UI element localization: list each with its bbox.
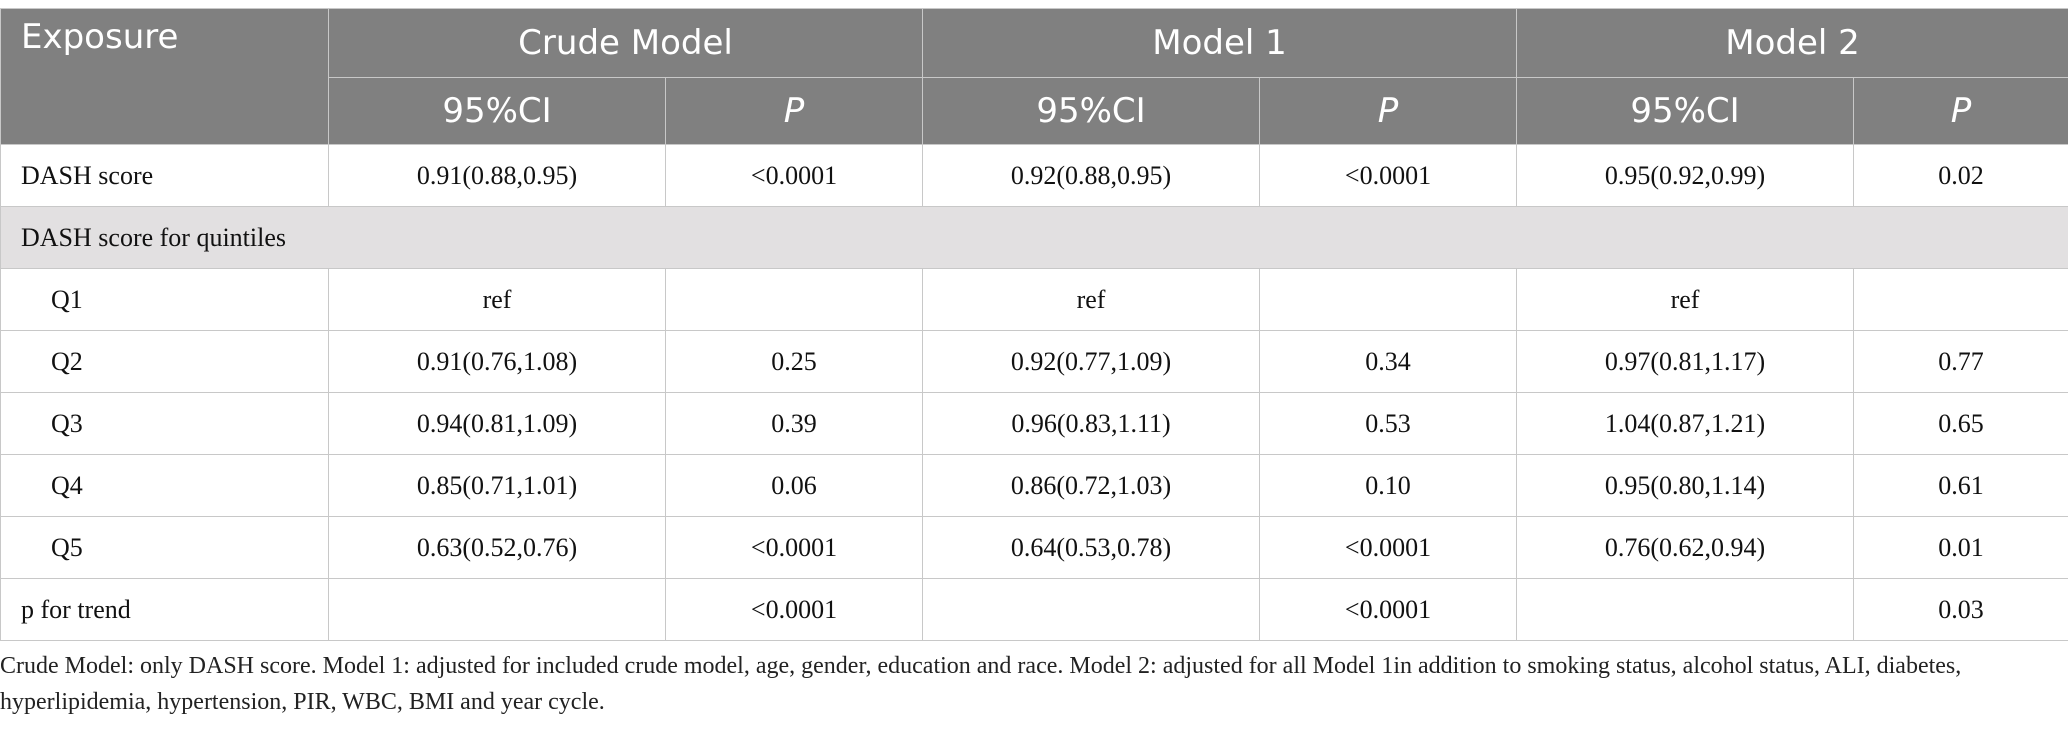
results-table: Exposure Crude Model Model 1 Model 2 95%… xyxy=(0,8,2068,641)
section-label: DASH score for quintiles xyxy=(0,206,2068,269)
row-label: Q3 xyxy=(0,392,329,455)
row-label: Q4 xyxy=(0,454,329,517)
p-cell: <0.0001 xyxy=(1259,144,1518,207)
ci-cell: 0.97(0.81,1.17) xyxy=(1516,330,1855,393)
ci-header: 95%CI xyxy=(328,77,666,145)
table-row: Q5 0.63(0.52,0.76) <0.0001 0.64(0.53,0.7… xyxy=(0,516,2068,579)
p-cell: 0.10 xyxy=(1259,454,1518,517)
p-cell: 0.06 xyxy=(664,454,924,517)
ci-header: 95%CI xyxy=(922,77,1261,145)
p-cell: 0.03 xyxy=(1853,578,2068,641)
p-cell: 0.53 xyxy=(1259,392,1518,455)
ci-cell: 0.95(0.92,0.99) xyxy=(1516,144,1855,207)
ci-cell: ref xyxy=(328,268,666,331)
ci-cell: 0.85(0.71,1.01) xyxy=(328,454,666,517)
table-row: Q3 0.94(0.81,1.09) 0.39 0.96(0.83,1.11) … xyxy=(0,392,2068,455)
ci-cell: 0.94(0.81,1.09) xyxy=(328,392,666,455)
p-cell: 0.02 xyxy=(1853,144,2068,207)
p-cell: 0.01 xyxy=(1853,516,2068,579)
section-row: DASH score for quintiles xyxy=(0,206,2068,269)
model-1-header: Model 1 xyxy=(922,8,1518,78)
ci-cell: ref xyxy=(922,268,1261,331)
p-cell: <0.0001 xyxy=(1259,578,1518,641)
p-cell: 0.65 xyxy=(1853,392,2068,455)
ci-cell: 0.63(0.52,0.76) xyxy=(328,516,666,579)
p-header: P xyxy=(1853,77,2068,145)
exposure-header: Exposure xyxy=(0,8,329,145)
table-row: Q1 ref ref ref xyxy=(0,268,2068,331)
ci-cell: ref xyxy=(1516,268,1855,331)
row-label: Q2 xyxy=(0,330,329,393)
table-row: DASH score 0.91(0.88,0.95) <0.0001 0.92(… xyxy=(0,144,2068,207)
model-2-header: Model 2 xyxy=(1516,8,2068,78)
row-label: p for trend xyxy=(0,578,329,641)
ci-cell: 0.95(0.80,1.14) xyxy=(1516,454,1855,517)
p-cell: <0.0001 xyxy=(664,516,924,579)
crude-model-header: Crude Model xyxy=(327,8,924,78)
p-cell: 0.34 xyxy=(1259,330,1518,393)
table-row: Q4 0.85(0.71,1.01) 0.06 0.86(0.72,1.03) … xyxy=(0,454,2068,517)
p-cell xyxy=(1853,268,2068,331)
p-header: P xyxy=(664,77,924,145)
row-label: Q1 xyxy=(0,268,329,331)
ci-cell: 0.96(0.83,1.11) xyxy=(922,392,1261,455)
ci-cell: 0.92(0.88,0.95) xyxy=(922,144,1261,207)
table-row: p for trend <0.0001 <0.0001 0.03 xyxy=(0,578,2068,641)
p-cell: 0.77 xyxy=(1853,330,2068,393)
ci-cell: 1.04(0.87,1.21) xyxy=(1516,392,1855,455)
table-row: Q2 0.91(0.76,1.08) 0.25 0.92(0.77,1.09) … xyxy=(0,330,2068,393)
ci-cell: 0.64(0.53,0.78) xyxy=(922,516,1261,579)
p-cell: <0.0001 xyxy=(664,144,924,207)
p-cell: 0.39 xyxy=(664,392,924,455)
row-label: DASH score xyxy=(0,144,329,207)
ci-cell xyxy=(922,578,1261,641)
ci-cell xyxy=(1516,578,1855,641)
row-label: Q5 xyxy=(0,516,329,579)
p-cell: <0.0001 xyxy=(664,578,924,641)
p-header: P xyxy=(1259,77,1518,145)
ci-cell xyxy=(328,578,666,641)
p-cell: 0.25 xyxy=(664,330,924,393)
ci-cell: 0.86(0.72,1.03) xyxy=(922,454,1261,517)
p-cell: 0.61 xyxy=(1853,454,2068,517)
ci-header: 95%CI xyxy=(1516,77,1855,145)
table-footnote: Crude Model: only DASH score. Model 1: a… xyxy=(0,653,1962,715)
p-cell xyxy=(664,268,924,331)
p-cell xyxy=(1259,268,1518,331)
ci-cell: 0.76(0.62,0.94) xyxy=(1516,516,1855,579)
ci-cell: 0.92(0.77,1.09) xyxy=(922,330,1261,393)
ci-cell: 0.91(0.88,0.95) xyxy=(328,144,666,207)
p-cell: <0.0001 xyxy=(1259,516,1518,579)
ci-cell: 0.91(0.76,1.08) xyxy=(328,330,666,393)
